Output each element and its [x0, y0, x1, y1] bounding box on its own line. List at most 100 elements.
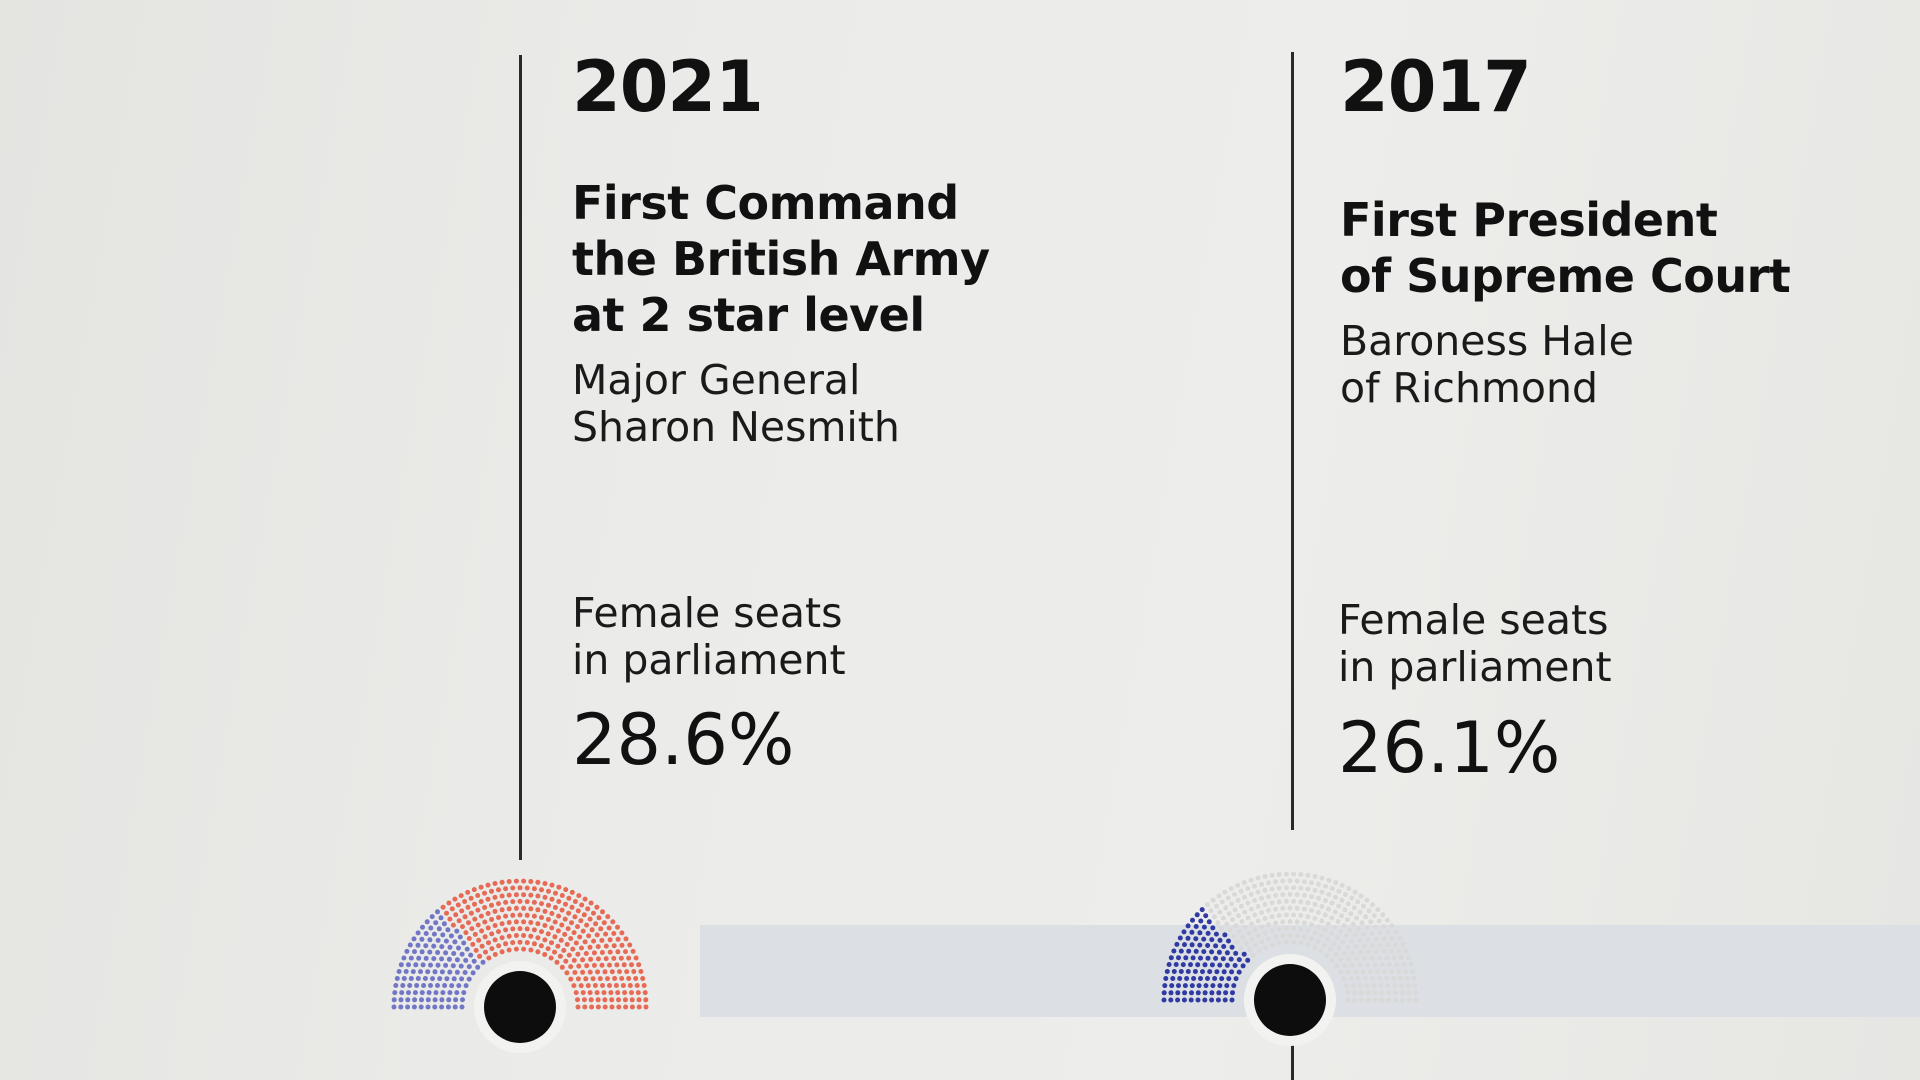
seat-dot [1298, 926, 1304, 932]
seat-dot-highlight [1177, 935, 1183, 941]
seat-dot [499, 893, 505, 899]
seat-dot-highlight [439, 956, 445, 962]
seat-dot [492, 923, 498, 928]
seat-dot [1378, 983, 1384, 989]
seat-dot [1332, 909, 1338, 915]
seat-dot-highlight [456, 945, 461, 951]
seat-dot [587, 969, 593, 975]
seat-dot [1413, 997, 1419, 1003]
seat-dot [531, 941, 537, 947]
seat-dot [587, 916, 593, 922]
seat-dot [1294, 905, 1300, 911]
seat-dot-highlight [461, 990, 467, 996]
milestone-person-2017: Baroness Hale of Richmond [1340, 317, 1634, 412]
seat-dot [1334, 934, 1340, 940]
seat-dot [1287, 905, 1293, 911]
seat-dot [599, 962, 605, 968]
seat-dot [1298, 899, 1304, 905]
seat-dot-highlight [425, 997, 431, 1003]
seat-dot [513, 892, 519, 898]
seat-dot [1208, 908, 1214, 914]
seat-dot-highlight [1197, 942, 1203, 948]
seat-dot [1364, 897, 1370, 903]
seat-dot [622, 997, 628, 1003]
seat-dot [1323, 883, 1328, 889]
seat-dot-highlight [1224, 962, 1230, 968]
seat-dot [1301, 906, 1307, 912]
seat-dot-highlight [405, 1004, 411, 1010]
seat-dot-highlight [1173, 962, 1179, 967]
seat-dot [1273, 892, 1279, 898]
seat-dot [1376, 918, 1382, 924]
seat-dot [1373, 936, 1379, 942]
seat-dot [636, 962, 642, 968]
seat-dot [568, 936, 574, 941]
seat-dot [597, 976, 603, 982]
seat-dot [1250, 952, 1256, 958]
seat-dot [584, 963, 590, 969]
seat-dot [539, 901, 544, 907]
seat-dot-highlight [1200, 969, 1205, 975]
seat-dot [521, 933, 527, 938]
seat-dot-highlight [428, 962, 433, 968]
seat-dot [489, 888, 494, 894]
seat-dot-highlight [1209, 937, 1215, 943]
seat-dot-highlight [1170, 976, 1176, 981]
seat-dot [1252, 898, 1258, 903]
seat-dot [1403, 969, 1409, 974]
seat-dot [1342, 907, 1348, 913]
seat-dot [1223, 905, 1229, 911]
seat-dot [458, 893, 464, 899]
seat-dot [1269, 914, 1275, 920]
seat-dot [1259, 895, 1264, 901]
seat-dot [463, 930, 469, 936]
seat-dot [1232, 907, 1238, 913]
seat-dot [459, 908, 465, 914]
seat-dot [1373, 924, 1379, 930]
seat-dot-highlight [421, 983, 427, 988]
seat-dot [1385, 929, 1391, 935]
seat-dot-highlight [1180, 962, 1186, 968]
seat-dot [1301, 934, 1307, 940]
seat-dot-highlight [413, 962, 419, 968]
seat-dot-highlight [1188, 997, 1194, 1003]
seat-dot [535, 935, 541, 941]
seat-dot-highlight [1168, 955, 1174, 961]
seat-dot [1333, 894, 1338, 900]
seat-dot-highlight [412, 990, 418, 996]
seat-dot [559, 964, 565, 970]
seat-dot [1280, 919, 1286, 925]
seat-dot-highlight [1169, 983, 1175, 989]
seat-dot [618, 955, 624, 961]
seat-dot-highlight [1168, 990, 1174, 996]
seat-dot-highlight [419, 997, 424, 1003]
seat-dot [1350, 983, 1356, 989]
seat-dot [1291, 912, 1297, 918]
seat-dot-highlight [1210, 983, 1216, 989]
seat-dot-highlight [410, 969, 416, 975]
seat-dot [1393, 997, 1399, 1003]
seat-dot-highlight [1213, 943, 1219, 949]
seat-dot [580, 957, 586, 963]
seat-dot [531, 899, 537, 905]
seat-dot [1305, 900, 1311, 906]
seat-dot [1350, 950, 1356, 956]
seat-dot-highlight [460, 997, 465, 1003]
seat-dot [1246, 930, 1252, 936]
seat-dot-highlight [1228, 956, 1234, 962]
seat-dot [1342, 892, 1348, 897]
seat-dot [1411, 976, 1417, 981]
seat-dot [594, 932, 600, 938]
seat-dot [1326, 877, 1332, 883]
seat-dot [1340, 939, 1346, 945]
seat-dot [1328, 930, 1334, 936]
seat-dot [563, 901, 568, 907]
seat-dot [1280, 933, 1286, 939]
parliament-seats-2021 [391, 878, 649, 1053]
seat-dot [559, 922, 565, 928]
seat-dot [623, 936, 629, 942]
seat-dot [1386, 990, 1391, 996]
seat-dot [1239, 919, 1245, 925]
seat-dot [1294, 933, 1300, 939]
seat-dot [1291, 926, 1297, 931]
